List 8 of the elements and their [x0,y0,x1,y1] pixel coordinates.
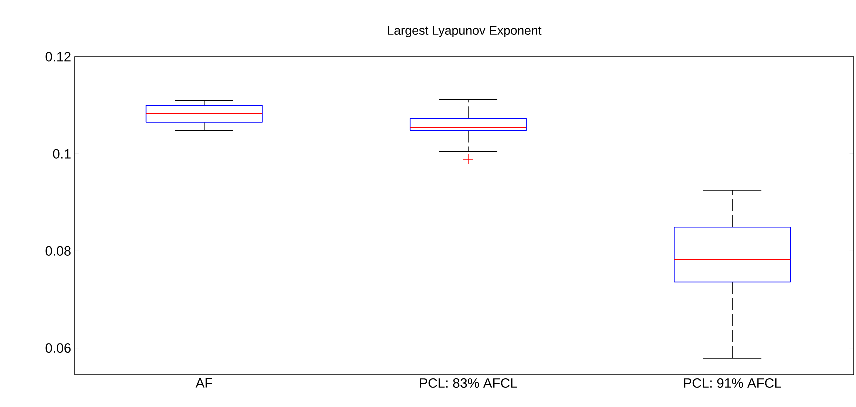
chart-title: Largest Lyapunov Exponent [388,26,542,38]
x-tick-label: AF [196,378,212,388]
x-tick-label: PCL: 83% AFCL [420,378,518,388]
y-tick-label: 0.1 [53,149,71,159]
y-tick-label: 0.08 [46,246,71,256]
y-tick-label: 0.06 [46,344,71,354]
x-tick-label: PCL: 91% AFCL [684,378,782,388]
y-tick-label: 0.12 [46,52,71,62]
